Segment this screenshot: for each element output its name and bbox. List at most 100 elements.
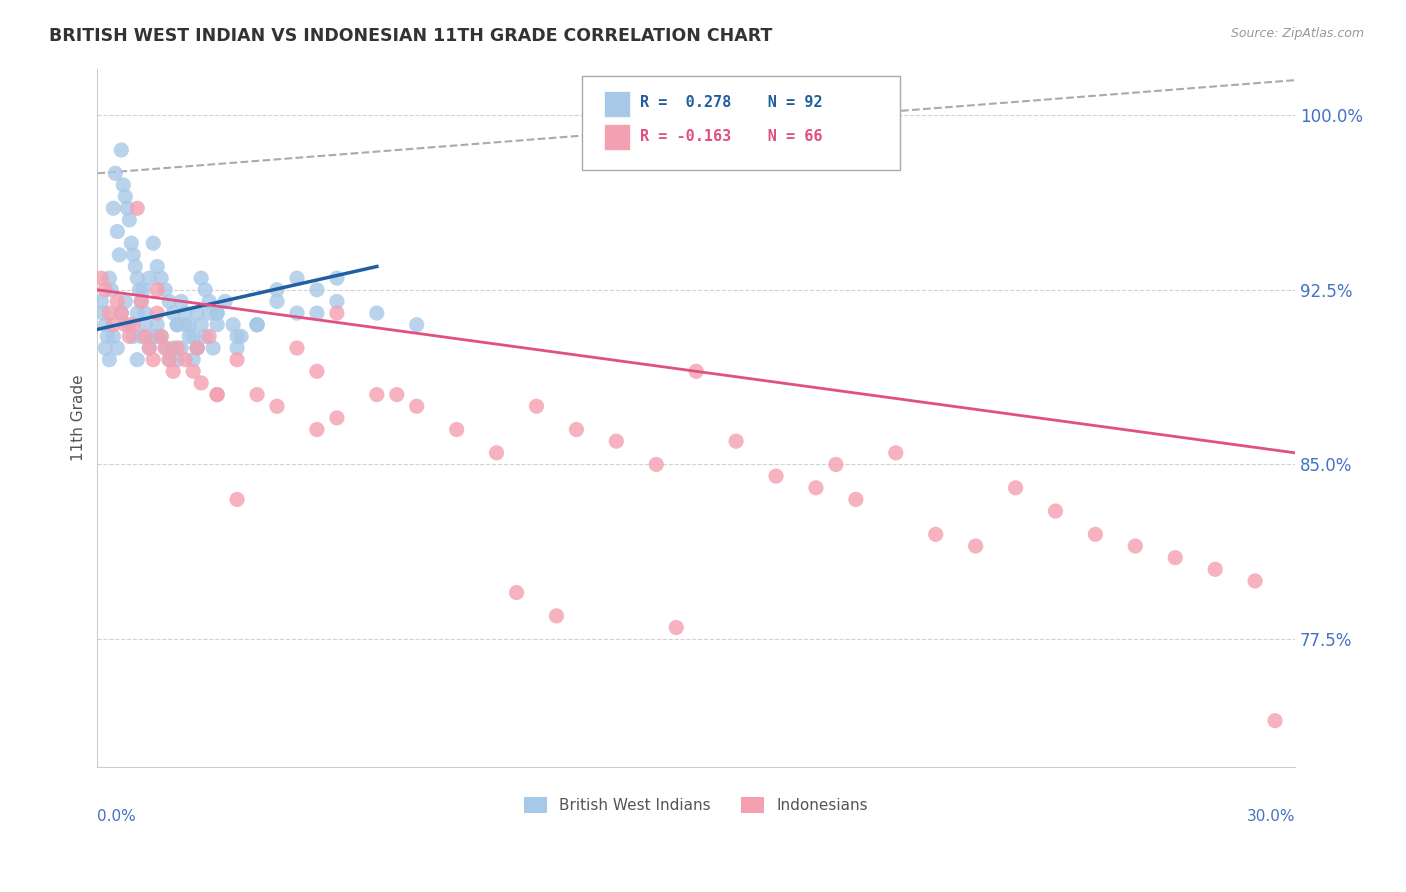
Point — [198, 294, 221, 309]
Point — [118, 213, 141, 227]
Point — [110, 143, 132, 157]
Point — [105, 294, 128, 309]
Point — [98, 352, 121, 367]
Point — [804, 481, 827, 495]
Point — [446, 423, 468, 437]
Point — [174, 306, 197, 320]
Point — [127, 306, 149, 320]
Point — [326, 294, 349, 309]
Point — [246, 318, 269, 332]
Point — [166, 352, 188, 367]
Point — [685, 364, 707, 378]
Point — [134, 318, 156, 332]
Point — [222, 318, 245, 332]
Point — [114, 189, 136, 203]
Point — [170, 341, 193, 355]
Point — [1004, 481, 1026, 495]
Point — [1164, 550, 1187, 565]
Point — [146, 306, 169, 320]
Point — [166, 318, 188, 332]
Point — [198, 329, 221, 343]
Point — [155, 341, 177, 355]
Point — [266, 283, 288, 297]
Point — [91, 306, 114, 320]
Point — [146, 318, 169, 332]
Point — [128, 283, 150, 297]
Point — [96, 329, 118, 343]
Text: R = -0.163    N = 66: R = -0.163 N = 66 — [640, 128, 823, 144]
Point — [181, 329, 204, 343]
Point — [505, 585, 527, 599]
Point — [366, 387, 388, 401]
Point — [1204, 562, 1226, 576]
Point — [129, 294, 152, 309]
Point — [186, 341, 208, 355]
Point — [226, 492, 249, 507]
Point — [138, 341, 160, 355]
Point — [190, 318, 212, 332]
Point — [120, 236, 142, 251]
Point — [198, 306, 221, 320]
Point — [127, 271, 149, 285]
Point — [194, 329, 217, 343]
Point — [166, 341, 188, 355]
FancyBboxPatch shape — [582, 76, 900, 169]
Point — [205, 306, 228, 320]
Point — [98, 271, 121, 285]
Point — [305, 306, 328, 320]
Point — [122, 318, 145, 332]
Point — [305, 423, 328, 437]
Point — [127, 352, 149, 367]
Point — [142, 236, 165, 251]
Point — [179, 318, 201, 332]
Point — [138, 341, 160, 355]
Point — [100, 283, 122, 297]
Point — [1123, 539, 1146, 553]
Point — [226, 341, 249, 355]
Point — [1244, 574, 1267, 588]
Point — [138, 271, 160, 285]
Point — [166, 318, 188, 332]
Point — [117, 201, 139, 215]
Point — [174, 352, 197, 367]
Point — [150, 329, 173, 343]
Point — [146, 260, 169, 274]
Point — [134, 329, 156, 343]
Point — [186, 306, 208, 320]
Point — [190, 271, 212, 285]
Point — [326, 271, 349, 285]
Text: BRITISH WEST INDIAN VS INDONESIAN 11TH GRADE CORRELATION CHART: BRITISH WEST INDIAN VS INDONESIAN 11TH G… — [49, 27, 772, 45]
Point — [285, 271, 308, 285]
Point — [162, 341, 184, 355]
Point — [246, 318, 269, 332]
Point — [118, 329, 141, 343]
Point — [884, 446, 907, 460]
Point — [90, 271, 112, 285]
Point — [94, 318, 117, 332]
Point — [146, 283, 169, 297]
Point — [157, 294, 180, 309]
Point — [124, 260, 146, 274]
Point — [129, 294, 152, 309]
Point — [174, 318, 197, 332]
Point — [110, 306, 132, 320]
Point — [645, 458, 668, 472]
Point — [226, 329, 249, 343]
Point — [112, 178, 135, 192]
Point — [170, 294, 193, 309]
Point — [845, 492, 868, 507]
Point — [190, 376, 212, 390]
Point — [526, 399, 548, 413]
Text: R =  0.278    N = 92: R = 0.278 N = 92 — [640, 95, 823, 110]
Point — [181, 352, 204, 367]
Point — [305, 283, 328, 297]
Point — [114, 294, 136, 309]
Point — [98, 306, 121, 320]
Text: 0.0%: 0.0% — [97, 809, 136, 824]
Point — [186, 341, 208, 355]
Point — [925, 527, 948, 541]
Point — [205, 387, 228, 401]
Point — [181, 364, 204, 378]
Point — [605, 434, 627, 449]
Point — [266, 399, 288, 413]
